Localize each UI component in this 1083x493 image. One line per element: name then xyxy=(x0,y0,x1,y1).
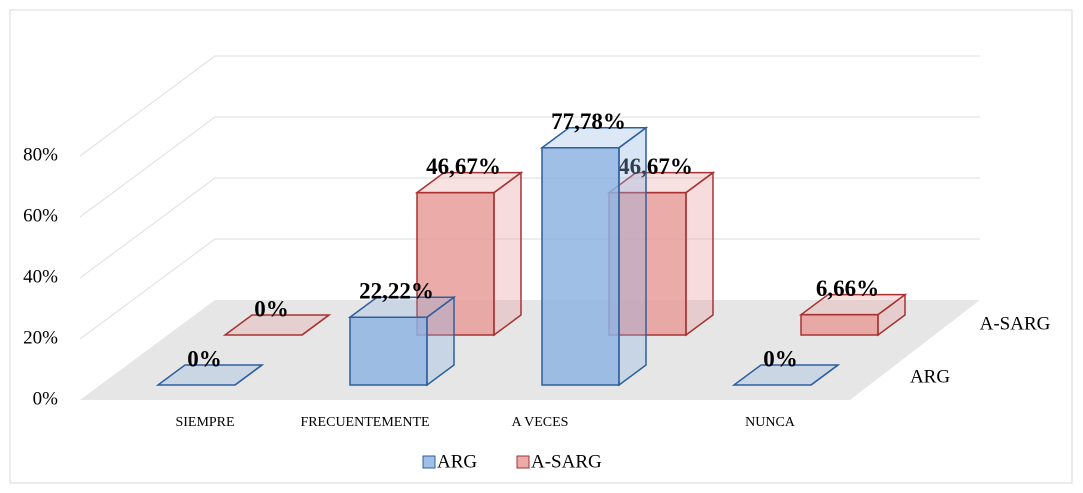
grid-line xyxy=(79,116,980,218)
bar-front xyxy=(349,316,428,386)
data-label: 46,67% xyxy=(618,154,693,179)
y-tick-label: 0% xyxy=(33,388,59,409)
bar-side xyxy=(685,171,714,337)
bar-top xyxy=(539,127,649,149)
depth-axis-label: A-SARG xyxy=(980,313,1051,334)
data-label: 77,78% xyxy=(551,109,626,134)
bar xyxy=(731,364,841,386)
x-tick-label: NUNCA xyxy=(745,415,796,430)
grid xyxy=(79,55,980,340)
bar-top xyxy=(155,364,265,386)
bar-top xyxy=(798,293,908,316)
y-tick-label: 80% xyxy=(23,144,58,165)
bar xyxy=(539,126,649,387)
chart-border xyxy=(9,9,1073,484)
data-label: 0% xyxy=(254,296,289,321)
y-tick-label: 60% xyxy=(23,205,58,226)
bar xyxy=(414,171,524,337)
x-tick-label: A VECES xyxy=(512,415,569,430)
depth-axis-label: ARG xyxy=(910,366,950,387)
bar xyxy=(222,314,332,336)
legend-label: A-SARG xyxy=(531,451,602,472)
bar-top xyxy=(414,171,524,194)
data-label: 6,66% xyxy=(816,276,879,301)
legend-label: ARG xyxy=(437,451,477,472)
bar-top xyxy=(606,171,716,194)
grid-line xyxy=(79,177,980,279)
bar-top xyxy=(731,364,841,386)
grid-line xyxy=(79,238,980,340)
x-tick-label: FRECUENTEMENTE xyxy=(300,415,429,430)
bar-side xyxy=(618,126,647,387)
floor xyxy=(80,300,980,400)
x-tick-label: SIEMPRE xyxy=(175,415,234,430)
legend-swatch xyxy=(422,455,436,469)
bar-side xyxy=(493,171,522,337)
bar-front xyxy=(416,191,495,336)
y-tick-label: 40% xyxy=(23,266,58,287)
bar xyxy=(606,171,716,337)
bar xyxy=(155,364,265,386)
data-label: 0% xyxy=(187,346,222,371)
data-label: 46,67% xyxy=(426,154,501,179)
bar-top xyxy=(347,296,457,318)
bar xyxy=(798,293,908,337)
y-tick-label: 20% xyxy=(23,327,58,348)
data-label: 0% xyxy=(763,346,798,371)
legend-swatch xyxy=(516,455,530,469)
bar xyxy=(347,295,457,387)
bar-front xyxy=(541,147,620,386)
bar-front xyxy=(800,313,879,336)
bars: 0% 46,67% 46,67% 6,66% 0% 22,22% 77,78% 0% xyxy=(155,109,908,387)
data-label: 22,22% xyxy=(359,279,434,304)
grid-line xyxy=(79,55,980,157)
bar-top xyxy=(222,314,332,336)
